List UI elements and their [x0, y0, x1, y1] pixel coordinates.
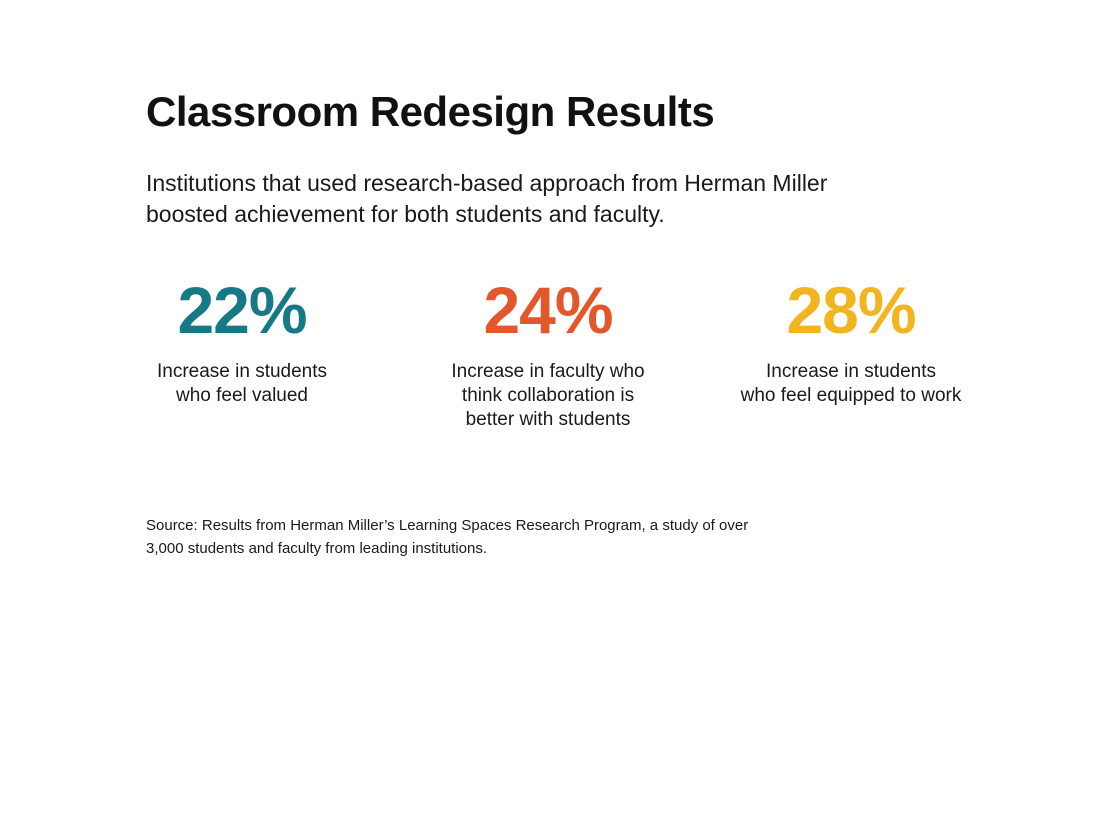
stat-label: Increase in students who feel equipped t…	[716, 360, 986, 408]
stat-label-line: Increase in students	[765, 361, 937, 382]
subtitle-line-1: Institutions that used research-based ap…	[146, 170, 828, 196]
stat-label: Increase in students who feel valued	[132, 360, 352, 408]
stat-value: 22%	[177, 273, 307, 347]
stat-label-line: who feel valued	[175, 385, 309, 406]
stat-value: 24%	[483, 273, 613, 347]
stat-label: Increase in faculty who think collaborat…	[428, 360, 668, 432]
stat-label-line: better with students	[465, 409, 631, 430]
stat-label-line: Increase in faculty who	[451, 361, 645, 382]
stat-label-line: think collaboration is	[461, 385, 635, 406]
chart-subtitle: Institutions that used research-based ap…	[146, 168, 966, 230]
stat-value: 28%	[786, 273, 916, 347]
source-note: Source: Results from Herman Miller’s Lea…	[146, 514, 846, 560]
stat-item-students-equipped: 28% Increase in students who feel equipp…	[716, 270, 986, 408]
stat-item-faculty-collaboration: 24% Increase in faculty who think collab…	[428, 270, 668, 432]
source-line-2: 3,000 students and faculty from leading …	[146, 540, 488, 557]
stat-label-line: Increase in students	[156, 361, 328, 382]
stat-label-line: who feel equipped to work	[740, 385, 962, 406]
stat-item-students-valued: 22% Increase in students who feel valued	[132, 270, 352, 408]
subtitle-line-2: boosted achievement for both students an…	[146, 201, 665, 227]
source-line-1: Source: Results from Herman Miller’s Lea…	[146, 517, 749, 534]
chart-title: Classroom Redesign Results	[146, 88, 715, 135]
